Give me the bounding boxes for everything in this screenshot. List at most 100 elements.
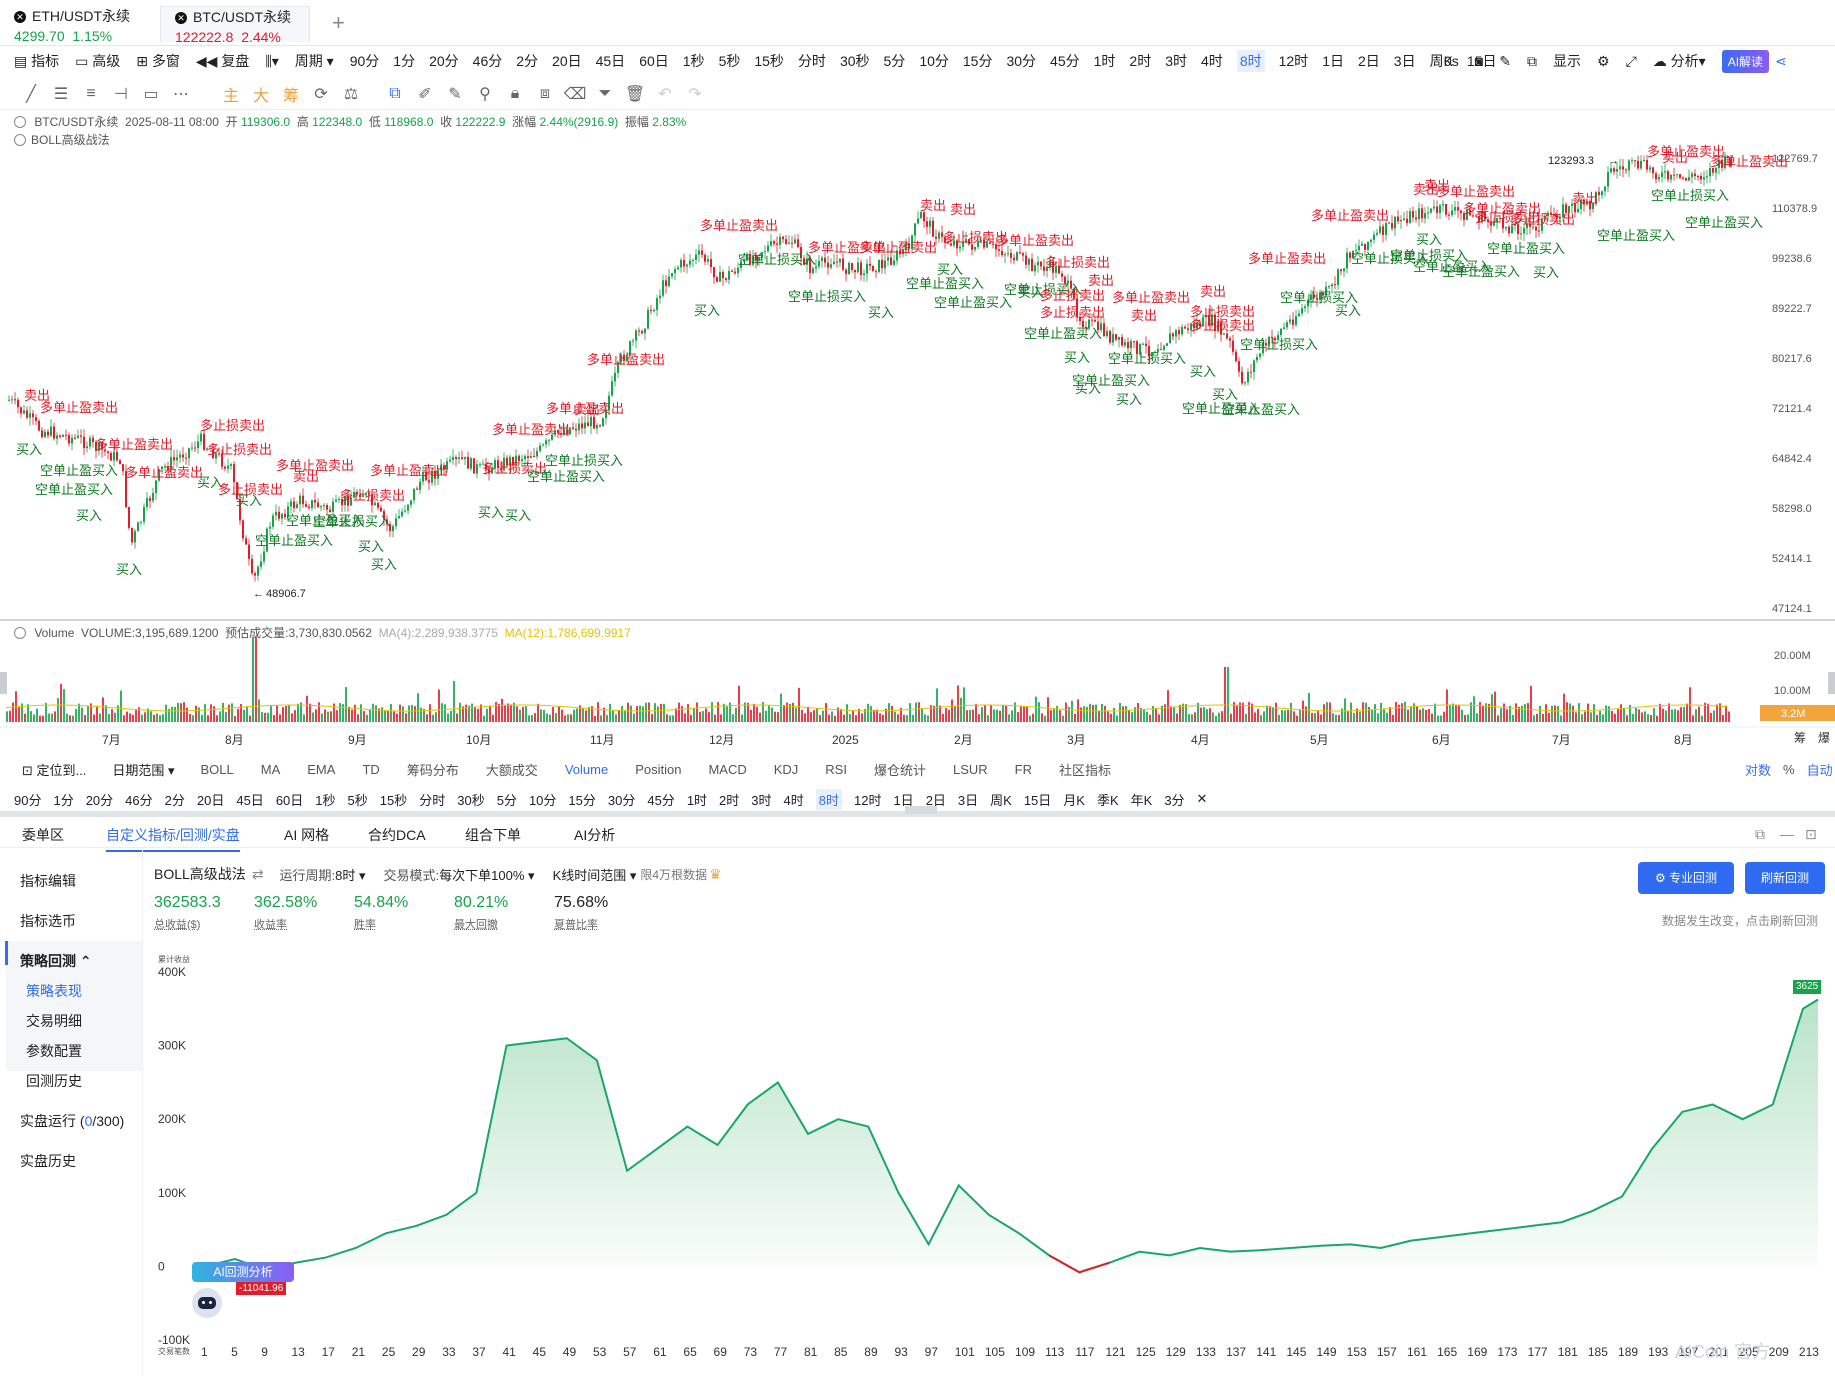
period-26[interactable]: 3日 <box>1393 53 1416 69</box>
period-19[interactable]: 2时 <box>1129 53 1152 69</box>
bottom-period-4[interactable]: 2分 <box>164 792 185 808</box>
period-22[interactable]: 8时 <box>1236 50 1265 72</box>
ind-tab-5[interactable]: 大额成交 <box>485 762 538 778</box>
period-7[interactable]: 60日 <box>639 53 669 69</box>
ai-analysis-button[interactable]: AI回测分析 <box>192 1262 294 1282</box>
collapse-icon[interactable] <box>14 627 26 639</box>
period-0[interactable]: 90分 <box>349 53 380 69</box>
period-9[interactable]: 5秒 <box>718 53 741 69</box>
replay-button[interactable]: ◀◀ 复盘 <box>195 53 250 69</box>
collapse-icon[interactable] <box>14 134 26 146</box>
period-4[interactable]: 2分 <box>516 53 539 69</box>
scroll-left-handle[interactable] <box>0 672 7 694</box>
bottom-period-5[interactable]: 20日 <box>196 792 225 808</box>
sidebar-item-live-history[interactable]: 实盘历史 <box>20 1153 76 1169</box>
bottom-period-19[interactable]: 2时 <box>719 792 740 808</box>
bottom-period-3[interactable]: 46分 <box>125 792 153 808</box>
advanced-button[interactable]: ▭ 高级 <box>75 53 121 69</box>
bottom-period-29[interactable]: 月K <box>1063 792 1085 808</box>
collapse-icon[interactable] <box>14 116 26 128</box>
bottom-period-12[interactable]: 30秒 <box>457 792 485 808</box>
brush-icon[interactable]: ✎ <box>448 85 462 103</box>
bottom-period-32[interactable]: 3分 <box>1164 792 1185 808</box>
bottom-period-9[interactable]: 5秒 <box>347 792 368 808</box>
sidebar-item-backtest[interactable]: 策略回测 ⌃ <box>20 953 92 969</box>
bottom-period-31[interactable]: 年K <box>1130 792 1153 808</box>
sidebar-item-perf[interactable]: 策略表现 <box>26 983 82 999</box>
add-tab-icon[interactable]: + <box>332 10 345 35</box>
chart-type-icon[interactable]: ⫼▾ <box>265 52 279 69</box>
scroll-right-handle[interactable] <box>1828 672 1835 694</box>
bottom-period-11[interactable]: 分时 <box>419 792 446 808</box>
sidebar-item-pick[interactable]: 指标选币 <box>20 913 76 929</box>
big-trade-button[interactable]: 大 <box>252 87 269 105</box>
ind-tab-8[interactable]: MACD <box>708 761 747 777</box>
bottom-period-20[interactable]: 3时 <box>751 792 772 808</box>
period-17[interactable]: 45分 <box>1050 53 1080 69</box>
undo-icon[interactable]: ↶ <box>658 85 672 103</box>
period-25[interactable]: 2日 <box>1357 53 1380 69</box>
panel-tab-4[interactable]: 组合下单 <box>465 827 521 843</box>
period-24[interactable]: 1日 <box>1322 53 1344 69</box>
bottom-period-15[interactable]: 15分 <box>568 792 596 808</box>
mode-select[interactable]: 每次下单100% ▾ <box>439 867 535 883</box>
period-20[interactable]: 3时 <box>1165 53 1188 69</box>
bottom-period-1[interactable]: 1分 <box>53 792 74 808</box>
period-select[interactable]: 8时 ▾ <box>335 867 366 883</box>
parallel-tool-icon[interactable]: ☰ <box>53 85 69 103</box>
ind-tab-10[interactable]: RSI <box>825 761 847 777</box>
panel-tab-2[interactable]: AI 网格 <box>284 827 330 843</box>
tab-eth[interactable]: ✕ ETH/USDT永续 4299.70 1.15% <box>14 8 130 44</box>
bottom-period-26[interactable]: 3日 <box>957 792 979 808</box>
minimize-icon[interactable]: — <box>1780 826 1794 842</box>
tab-btc[interactable]: ✕ BTC/USDT永续 122222.8 2.44% <box>160 6 310 45</box>
period-13[interactable]: 5分 <box>883 53 906 69</box>
maximize-icon[interactable]: ⊡ <box>1805 826 1817 842</box>
bottom-period-27[interactable]: 周K <box>990 792 1012 808</box>
period-3[interactable]: 46分 <box>472 53 503 69</box>
close-icon[interactable]: ✕ <box>175 12 187 24</box>
panel-tab-3[interactable]: 合约DCA <box>368 827 426 843</box>
period-12[interactable]: 30秒 <box>839 53 870 69</box>
refresh-backtest-button[interactable]: 刷新回测 <box>1745 862 1825 894</box>
trash-icon[interactable]: 🗑︎ <box>624 85 646 103</box>
bottom-period-17[interactable]: 45分 <box>647 792 675 808</box>
locate-button[interactable]: ⊡ 定位到... <box>22 762 87 778</box>
indicator-button[interactable]: ▤ 指标 <box>14 53 60 69</box>
line-tool-icon[interactable]: ╱ <box>26 85 36 103</box>
period-21[interactable]: 4时 <box>1201 53 1223 69</box>
bottom-period-22[interactable]: 8时 <box>815 788 842 810</box>
copy-icon[interactable]: ⧉ <box>389 84 401 102</box>
period-6[interactable]: 45日 <box>595 53 626 69</box>
bottom-period-24[interactable]: 1日 <box>893 792 914 808</box>
bottom-period-25[interactable]: 2日 <box>925 792 946 808</box>
bottom-period-30[interactable]: 季K <box>1096 792 1119 808</box>
ind-tab-6[interactable]: Volume <box>564 761 609 777</box>
ind-tab-11[interactable]: 爆仓统计 <box>873 762 926 778</box>
fib-tool-icon[interactable]: ≡ <box>86 84 96 102</box>
rect-tool-icon[interactable]: ▭ <box>143 85 159 103</box>
ind-tab-12[interactable]: LSUR <box>952 761 988 777</box>
sidebar-item-trades[interactable]: 交易明细 <box>26 1013 82 1029</box>
ind-tab-9[interactable]: KDJ <box>773 761 799 777</box>
bottom-period-7[interactable]: 60日 <box>275 792 304 808</box>
layers-icon[interactable]: ⧈ <box>539 84 551 102</box>
panel-tab-5[interactable]: AI分析 <box>574 827 616 843</box>
share-icon[interactable]: ⋖ <box>1775 52 1787 69</box>
ind-tab-2[interactable]: EMA <box>307 761 336 777</box>
range-select[interactable]: K线时间范围 ▾ <box>552 867 637 883</box>
period-14[interactable]: 10分 <box>919 53 949 69</box>
period-18[interactable]: 1时 <box>1093 53 1116 69</box>
ruler-icon[interactable]: ✐ <box>418 85 432 103</box>
period-1[interactable]: 1分 <box>393 53 416 69</box>
ind-tab-4[interactable]: 筹码分布 <box>406 762 459 778</box>
ind-tab-14[interactable]: 社区指标 <box>1059 762 1112 778</box>
period-23[interactable]: 12时 <box>1278 53 1309 69</box>
filter-icon[interactable]: ⏷ <box>598 84 612 102</box>
chip-button[interactable]: 筹 <box>282 87 299 105</box>
redo-icon[interactable]: ↷ <box>688 85 702 103</box>
period-27[interactable]: 周K <box>1429 53 1453 69</box>
period-16[interactable]: 30分 <box>1006 53 1037 69</box>
ai-read-button[interactable]: AI解读 <box>1721 49 1770 73</box>
camera-icon[interactable]: ◙ <box>1474 53 1484 69</box>
